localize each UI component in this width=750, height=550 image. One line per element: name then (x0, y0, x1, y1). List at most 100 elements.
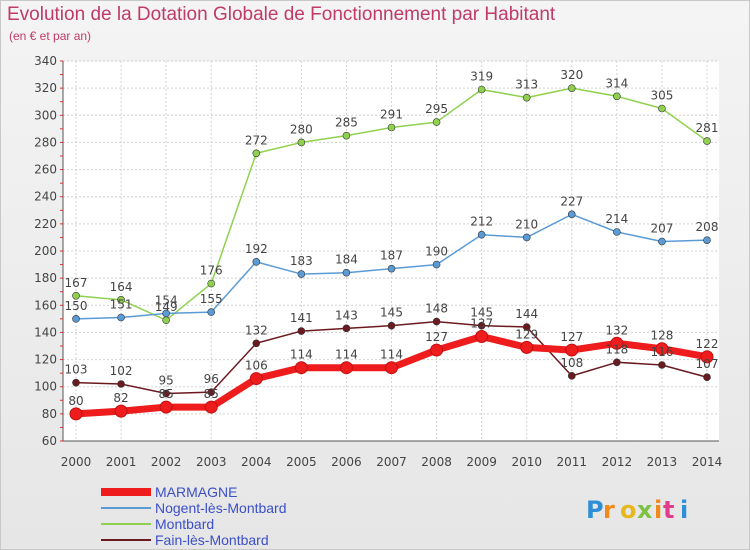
x-tick-label: 2003 (196, 455, 227, 469)
data-point-nogent-l-s-montbard (387, 264, 396, 273)
axes: 60 80 100 120 140 160 180 200 220 240 260 280 300 320… (34, 54, 722, 469)
data-point-nogent-l-s-montbard (207, 308, 216, 316)
data-point-fain-l-s-montbard (703, 373, 711, 382)
data-point-fain-l-s-montbard (567, 372, 576, 380)
x-tick-label: 2013 (647, 455, 678, 469)
data-label-marmagne: 114 (335, 348, 358, 362)
data-point-marmagne (520, 340, 534, 354)
data-point-montbard (207, 279, 216, 288)
y-tick-label: 340 (34, 54, 57, 68)
logo-letter: t (663, 496, 674, 524)
data-label-marmagne: 132 (605, 323, 628, 337)
data-point-marmagne (114, 404, 128, 418)
data-point-marmagne (700, 350, 714, 364)
data-label-fain-l-s-montbard: 103 (65, 363, 88, 377)
data-point-marmagne (69, 407, 83, 421)
data-point-fain-l-s-montbard (387, 321, 396, 330)
data-label-nogent-l-s-montbard: 210 (515, 217, 538, 231)
x-tick-label: 2007 (376, 455, 407, 469)
data-label-fain-l-s-montbard: 145 (470, 306, 493, 320)
data-label-marmagne: 122 (696, 337, 719, 351)
data-label-nogent-l-s-montbard: 184 (335, 253, 358, 267)
data-label-marmagne: 128 (650, 329, 673, 343)
data-label-fain-l-s-montbard: 143 (335, 308, 358, 322)
x-tick-label: 2011 (557, 455, 588, 469)
data-label-montbard: 319 (470, 70, 493, 84)
data-label-marmagne: 85 (159, 387, 174, 401)
data-label-montbard: 313 (515, 78, 538, 92)
data-label-montbard: 320 (560, 68, 583, 82)
x-tick-label: 2000 (61, 455, 92, 469)
data-point-marmagne (655, 342, 669, 356)
x-tick-label: 2005 (286, 455, 317, 469)
data-point-nogent-l-s-montbard (703, 236, 711, 244)
data-label-montbard: 280 (290, 122, 313, 136)
data-label-fain-l-s-montbard: 107 (696, 357, 719, 371)
data-label-fain-l-s-montbard: 95 (159, 374, 174, 388)
data-label-fain-l-s-montbard: 108 (560, 356, 583, 370)
y-tick-label: 300 (34, 108, 57, 122)
data-point-montbard (297, 138, 306, 147)
data-label-fain-l-s-montbard: 116 (650, 345, 673, 359)
data-point-marmagne (159, 400, 173, 414)
data-point-nogent-l-s-montbard (658, 237, 666, 246)
data-point-nogent-l-s-montbard (477, 230, 486, 239)
data-point-nogent-l-s-montbard (117, 313, 125, 322)
data-point-montbard (387, 123, 396, 132)
logo-letter: o (620, 496, 637, 524)
data-point-fain-l-s-montbard (477, 321, 486, 330)
data-point-montbard (72, 291, 80, 300)
data-label-nogent-l-s-montbard: 151 (110, 298, 133, 312)
series (69, 84, 714, 421)
data-label-nogent-l-s-montbard: 154 (155, 293, 178, 307)
chart-subtitle: (en € et par an) (9, 29, 92, 43)
data-label-nogent-l-s-montbard: 183 (290, 254, 313, 268)
data-label-nogent-l-s-montbard: 187 (380, 249, 403, 263)
data-point-fain-l-s-montbard (117, 380, 125, 388)
legend-label: MARMAGNE (155, 484, 237, 500)
logo-letter: i (680, 496, 688, 524)
logo-letter: i (654, 496, 662, 524)
legend-label: Montbard (155, 516, 214, 532)
data-point-marmagne (339, 361, 353, 375)
x-tick-label: 2006 (331, 455, 362, 469)
data-point-nogent-l-s-montbard (72, 315, 80, 323)
data-point-nogent-l-s-montbard (432, 260, 441, 269)
x-tick-label: 2014 (692, 455, 723, 469)
data-label-montbard: 164 (110, 280, 133, 294)
data-label-montbard: 149 (155, 300, 178, 314)
data-label-montbard: 176 (200, 264, 223, 278)
data-label-nogent-l-s-montbard: 212 (470, 215, 493, 229)
data-point-marmagne (475, 330, 489, 343)
data-point-nogent-l-s-montbard (522, 233, 531, 242)
y-tick-label: 120 (34, 353, 57, 367)
x-tick-label: 2009 (466, 455, 497, 469)
data-label-nogent-l-s-montbard: 155 (200, 292, 223, 306)
data-label-marmagne: 106 (245, 359, 268, 373)
y-tick-label: 160 (34, 298, 57, 312)
y-tick-label: 280 (34, 135, 57, 149)
data-label-marmagne: 137 (470, 317, 493, 331)
data-point-marmagne (610, 336, 624, 350)
data-label-montbard: 281 (696, 121, 719, 135)
y-tick-label: 220 (34, 217, 57, 231)
y-tick-label: 240 (34, 190, 57, 204)
data-point-montbard (522, 93, 531, 102)
data-point-fain-l-s-montbard (72, 378, 80, 387)
data-point-fain-l-s-montbard (297, 327, 306, 335)
data-point-montbard (567, 84, 576, 92)
data-point-montbard (162, 316, 170, 325)
data-label-nogent-l-s-montbard: 192 (245, 242, 268, 256)
y-tick-label: 100 (34, 380, 57, 394)
data-label-montbard: 305 (650, 89, 673, 103)
data-label-fain-l-s-montbard: 141 (290, 311, 313, 325)
data-label-montbard: 285 (335, 116, 358, 130)
x-tick-label: 2010 (511, 455, 542, 469)
data-point-fain-l-s-montbard (252, 339, 261, 348)
data-point-montbard (613, 92, 621, 101)
x-tick-label: 2008 (421, 455, 452, 469)
data-point-montbard (432, 118, 441, 126)
data-label-montbard: 295 (425, 102, 448, 116)
data-point-fain-l-s-montbard (522, 323, 531, 331)
